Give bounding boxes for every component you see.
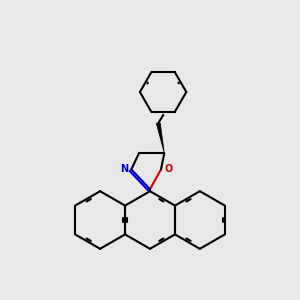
Text: O: O (164, 164, 172, 174)
Text: N: N (120, 164, 128, 174)
Polygon shape (156, 123, 164, 153)
